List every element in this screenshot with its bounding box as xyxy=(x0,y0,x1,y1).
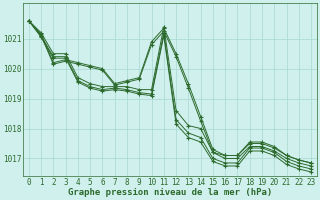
X-axis label: Graphe pression niveau de la mer (hPa): Graphe pression niveau de la mer (hPa) xyxy=(68,188,272,197)
